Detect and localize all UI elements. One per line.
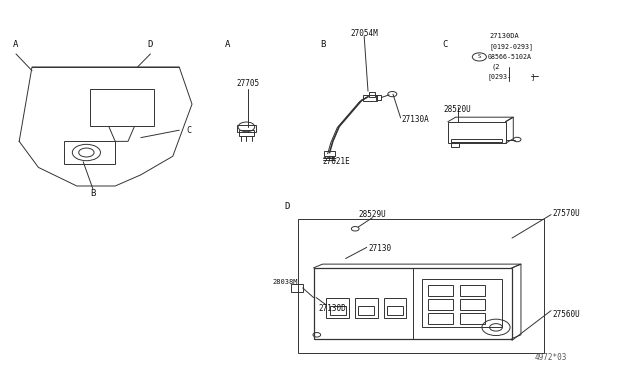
Text: D: D [148, 40, 153, 49]
Text: 27054M: 27054M [350, 29, 378, 38]
Text: 08566-5102A: 08566-5102A [488, 54, 532, 60]
Bar [326, 298, 349, 318]
Bar [237, 125, 256, 132]
Text: C: C [442, 40, 447, 49]
Bar [363, 95, 377, 101]
Text: 27560U: 27560U [552, 310, 580, 319]
Text: 27570U: 27570U [552, 209, 580, 218]
Text: 28529U: 28529U [358, 210, 387, 219]
Bar [291, 284, 303, 292]
Bar [355, 298, 378, 318]
Bar [90, 89, 154, 126]
Bar [358, 306, 374, 315]
Bar [422, 279, 502, 327]
Text: B: B [90, 189, 95, 198]
Text: 4972*03: 4972*03 [534, 353, 566, 362]
Text: A: A [13, 40, 19, 49]
Text: B: B [321, 40, 326, 49]
Bar [369, 92, 375, 97]
Text: C: C [186, 126, 191, 135]
Bar [451, 142, 459, 147]
Bar [314, 268, 512, 339]
Text: D: D [284, 202, 289, 211]
Text: 27130DA: 27130DA [490, 33, 519, 39]
Bar [428, 313, 453, 324]
Bar [428, 285, 453, 296]
Text: 28038M: 28038M [272, 279, 298, 285]
Text: 27621E: 27621E [322, 157, 350, 166]
Bar [324, 151, 335, 156]
Bar [428, 299, 453, 310]
Bar [376, 95, 381, 100]
Text: 27130A: 27130A [402, 115, 429, 124]
Bar [451, 139, 502, 142]
Text: [0192-0293]: [0192-0293] [490, 43, 534, 49]
Text: 27705: 27705 [237, 79, 260, 88]
Text: [0293-: [0293- [488, 73, 512, 80]
Text: S: S [477, 54, 481, 60]
Text: (2: (2 [492, 64, 500, 70]
Bar [239, 130, 254, 136]
Text: 27130: 27130 [368, 244, 391, 253]
Bar [448, 122, 506, 143]
Bar [298, 219, 544, 353]
Bar [64, 141, 115, 164]
Text: 28520U: 28520U [444, 105, 472, 114]
Bar [384, 298, 406, 318]
Bar [460, 313, 485, 324]
Bar [330, 306, 346, 315]
Bar [387, 306, 403, 315]
Text: ]: ] [531, 73, 536, 80]
Bar [460, 299, 485, 310]
Text: A: A [225, 40, 230, 49]
Bar [460, 285, 485, 296]
Text: 27130D: 27130D [319, 304, 347, 312]
